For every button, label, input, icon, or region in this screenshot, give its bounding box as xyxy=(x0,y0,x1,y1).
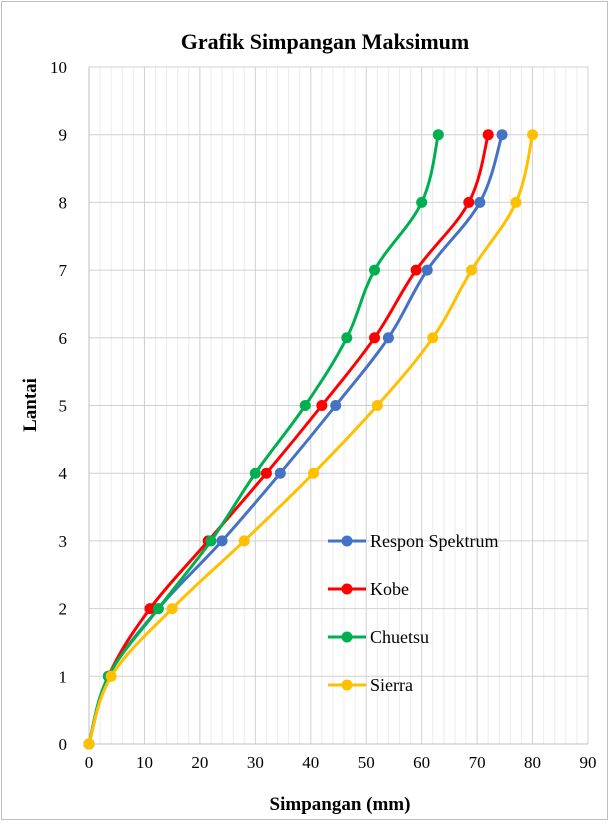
legend: Respon Spektrum Kobe Chuetsu Sierra xyxy=(328,531,499,695)
y-tick-label: 6 xyxy=(59,329,68,348)
y-axis-title: Lantai xyxy=(20,378,41,432)
x-tick-label: 60 xyxy=(413,753,430,772)
data-point xyxy=(152,603,164,615)
data-point xyxy=(316,400,328,411)
legend-item: Sierra xyxy=(328,675,413,695)
tick-labels: 0 10 20 30 40 50 60 70 80 90 0 1 2 3 4 5 6 7 8 9 10 xyxy=(50,58,597,772)
data-point xyxy=(330,400,342,411)
series-chuetsu xyxy=(83,129,444,750)
data-point xyxy=(421,264,433,276)
data-point xyxy=(341,332,353,344)
series-sierra xyxy=(83,129,539,750)
data-point xyxy=(216,535,228,547)
y-tick-label: 2 xyxy=(59,600,68,619)
data-point xyxy=(416,196,428,208)
x-tick-label: 0 xyxy=(85,753,94,772)
series-line xyxy=(87,134,490,745)
y-tick-label: 3 xyxy=(59,532,68,551)
series-layer xyxy=(83,129,539,750)
x-tick-label: 20 xyxy=(191,753,208,772)
legend-marker xyxy=(341,535,353,547)
data-point xyxy=(274,467,286,479)
data-point xyxy=(474,196,486,208)
legend-label: Kobe xyxy=(370,579,409,599)
y-tick-label: 7 xyxy=(59,261,68,280)
data-point xyxy=(410,264,422,276)
data-point xyxy=(238,535,250,547)
legend-item: Kobe xyxy=(328,579,409,599)
legend-item: Respon Spektrum xyxy=(328,531,499,551)
x-tick-label: 40 xyxy=(302,753,319,772)
data-point xyxy=(371,400,383,411)
data-point xyxy=(144,603,156,615)
x-tick-label: 90 xyxy=(580,753,597,772)
y-tick-label: 0 xyxy=(59,735,68,754)
data-point xyxy=(308,467,320,479)
data-point xyxy=(299,400,311,411)
x-axis-title: Simpangan (mm) xyxy=(270,794,411,815)
series-line xyxy=(87,134,440,745)
legend-marker xyxy=(341,631,353,643)
data-point xyxy=(527,129,539,141)
data-point xyxy=(510,196,522,208)
data-point xyxy=(496,129,508,141)
data-point xyxy=(382,332,394,344)
legend-marker xyxy=(341,679,353,691)
data-point xyxy=(463,196,475,208)
x-tick-label: 30 xyxy=(247,753,264,772)
data-point xyxy=(427,332,439,344)
legend-label: Sierra xyxy=(370,675,413,695)
axes xyxy=(88,67,588,745)
legend-item: Chuetsu xyxy=(328,627,429,647)
x-tick-label: 10 xyxy=(136,753,153,772)
data-point xyxy=(482,129,494,141)
data-point xyxy=(369,332,381,344)
y-tick-label: 8 xyxy=(59,193,68,212)
data-point xyxy=(105,670,117,682)
data-point xyxy=(249,467,261,479)
legend-marker xyxy=(341,583,353,595)
y-tick-label: 9 xyxy=(59,126,68,145)
data-point xyxy=(260,467,272,479)
y-tick-label: 10 xyxy=(50,58,67,77)
chart-title: Grafik Simpangan Maksimum xyxy=(181,29,470,54)
data-point xyxy=(432,129,444,141)
data-point xyxy=(166,603,178,615)
series-line xyxy=(87,134,535,745)
data-point xyxy=(205,535,217,547)
legend-label: Respon Spektrum xyxy=(370,531,499,551)
data-point xyxy=(369,264,381,276)
x-tick-label: 70 xyxy=(469,753,486,772)
x-tick-label: 50 xyxy=(358,753,375,772)
y-tick-label: 1 xyxy=(59,667,68,686)
legend-label: Chuetsu xyxy=(370,627,429,647)
y-tick-label: 5 xyxy=(59,397,68,416)
data-point xyxy=(466,264,478,276)
x-tick-label: 80 xyxy=(524,753,541,772)
y-tick-label: 4 xyxy=(59,464,68,483)
data-point xyxy=(83,738,95,750)
